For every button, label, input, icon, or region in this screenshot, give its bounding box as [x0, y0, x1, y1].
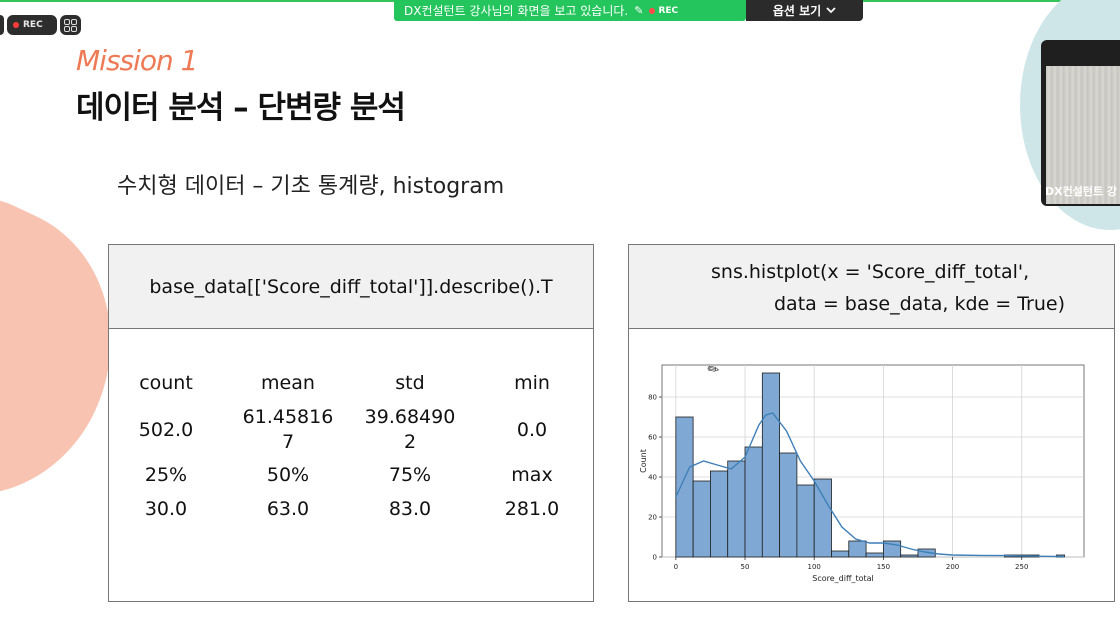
toolbar-edge-button[interactable]	[0, 15, 4, 35]
y-tick-label: 0	[653, 554, 657, 562]
stat-cell: count	[139, 372, 193, 394]
stat-cell: min	[514, 372, 550, 394]
describe-panel: base_data[['Score_diff_total']].describe…	[108, 244, 594, 602]
participant-name: DX컨설턴트 강	[1045, 185, 1118, 198]
y-axis-label: Count	[639, 449, 648, 473]
stat-cell: 75%	[388, 464, 432, 486]
view-options-button[interactable]: 옵션 보기	[746, 0, 863, 21]
layout-grid-button[interactable]	[60, 15, 81, 35]
record-dot-icon	[13, 22, 19, 28]
stat-cell: 30.0	[144, 498, 188, 520]
stat-cell: 281.0	[504, 498, 560, 520]
histogram-bar	[744, 446, 763, 558]
histogram-chart: 0 50 100 150 200 250 0 20 40 60 80 Score_diff_total…	[639, 364, 1085, 583]
histogram-bar	[692, 480, 711, 558]
histogram-bar	[848, 540, 867, 558]
participant-video-thumbnail[interactable]: DX컨설턴트 강	[1041, 40, 1120, 206]
record-dot-icon	[649, 7, 656, 14]
stat-cell: 61.45816 7	[242, 406, 334, 453]
stat-cell: 83.0	[388, 498, 432, 520]
slide-subtitle: 수치형 데이터 – 기초 통계량, histogram	[117, 174, 505, 199]
histogram-bar	[710, 470, 729, 558]
stat-cell: std	[395, 372, 425, 394]
recording-indicator[interactable]: REC	[7, 15, 57, 35]
x-tick-label: 0	[674, 563, 678, 571]
y-tick-label: 80	[648, 394, 657, 402]
stat-cell: 39.68490 2	[364, 406, 456, 453]
x-tick-label: 200	[946, 563, 959, 571]
x-tick-label: 150	[877, 563, 890, 571]
recording-label: REC	[23, 20, 43, 30]
y-tick-label: 20	[648, 514, 657, 522]
stat-cell: 50%	[266, 464, 310, 486]
stat-cell: 0.0	[516, 419, 548, 441]
y-tick-label: 40	[648, 474, 657, 482]
mission-label: Mission 1	[76, 44, 198, 77]
histogram-bar	[727, 460, 746, 558]
describe-code: base_data[['Score_diff_total']].describe…	[149, 275, 553, 298]
chevron-down-icon	[826, 7, 836, 14]
histogram-bar	[813, 478, 832, 558]
share-banner-text: DX컨설턴트 강사님의 화면을 보고 있습니다.	[404, 4, 629, 18]
histogram-bar	[675, 416, 694, 558]
histogram-bar	[779, 452, 798, 558]
histogram-bar	[900, 554, 919, 558]
histogram-bar	[831, 550, 850, 558]
stat-cell: 25%	[144, 464, 188, 486]
x-tick-label: 100	[808, 563, 821, 571]
x-axis-label: Score_diff_total	[812, 574, 874, 583]
view-options-label: 옵션 보기	[772, 4, 822, 18]
mic-muted-icon: ✎	[634, 4, 644, 17]
grid-icon	[64, 18, 77, 32]
kde-curve	[675, 412, 1065, 558]
share-recording-indicator: REC	[649, 6, 678, 16]
stat-cell: 63.0	[266, 498, 310, 520]
histogram-bar	[865, 552, 884, 558]
video-feed	[1046, 66, 1120, 204]
x-tick-label: 50	[741, 563, 750, 571]
y-tick-label: 60	[648, 434, 657, 442]
stat-cell: 502.0	[138, 419, 194, 441]
histogram-bar	[796, 484, 815, 558]
slide-title: 데이터 분석 – 단변량 분석	[76, 90, 406, 126]
screen-share-banner: DX컨설턴트 강사님의 화면을 보고 있습니다. ✎ REC	[394, 0, 746, 21]
histplot-code-line-1: sns.histplot(x = 'Score_diff_total',	[711, 261, 1030, 283]
share-rec-label: REC	[658, 5, 679, 16]
histogram-bar	[761, 372, 781, 558]
describe-code-header: base_data[['Score_diff_total']].describe…	[109, 245, 593, 329]
x-tick-label: 250	[1015, 563, 1028, 571]
stat-cell: mean	[261, 372, 315, 394]
histplot-code-line-2: data = base_data, kde = True)	[774, 293, 1065, 315]
histplot-code-header: sns.histplot(x = 'Score_diff_total', dat…	[629, 245, 1114, 329]
stat-cell: max	[511, 464, 553, 486]
